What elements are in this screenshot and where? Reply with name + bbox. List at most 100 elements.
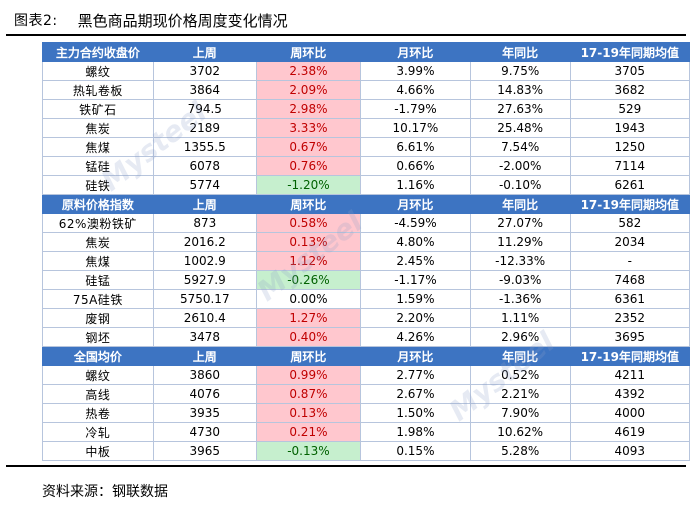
table-row: 焦炭 2016.2 0.13% 4.80% 11.29% 2034: [42, 232, 690, 252]
wow-cell: 2.09%: [255, 80, 362, 100]
section-header-row: 原料价格指数 上周 周环比 月环比 年同比 17-19年同期均值: [42, 194, 690, 214]
table-row: 锰硅 6078 0.76% 0.66% -2.00% 7114: [42, 156, 690, 176]
wow-cell: 0.87%: [255, 384, 362, 404]
row-name-cell: 焦炭: [42, 118, 154, 138]
mom-cell: 1.16%: [360, 175, 471, 195]
row-name-cell: 螺纹: [42, 61, 154, 81]
yoy-cell: 27.07%: [469, 213, 571, 233]
row-name-cell: 热轧卷板: [42, 80, 154, 100]
avg-cell: 3695: [569, 327, 690, 347]
yoy-cell: 2.96%: [469, 327, 571, 347]
avg-cell: -: [569, 251, 690, 271]
last-week-cell: 5774: [152, 175, 257, 195]
avg-cell: 582: [569, 213, 690, 233]
last-week-cell: 2016.2: [152, 232, 257, 252]
column-header: 全国均价: [42, 346, 154, 366]
last-week-cell: 873: [152, 213, 257, 233]
wow-cell: 0.67%: [255, 137, 362, 157]
row-name-cell: 钢坯: [42, 327, 154, 347]
avg-cell: 6361: [569, 289, 690, 309]
avg-cell: 1943: [569, 118, 690, 138]
last-week-cell: 3478: [152, 327, 257, 347]
column-header: 主力合约收盘价: [42, 42, 154, 62]
figure-title: 图表2: 黑色商品期现价格周度变化情况: [6, 6, 686, 34]
mom-cell: 3.99%: [360, 61, 471, 81]
row-name-cell: 铁矿石: [42, 99, 154, 119]
column-header: 17-19年同期均值: [569, 194, 690, 214]
mom-cell: 0.15%: [360, 441, 471, 461]
wow-cell: 2.38%: [255, 61, 362, 81]
yoy-cell: 14.83%: [469, 80, 571, 100]
column-header: 17-19年同期均值: [569, 42, 690, 62]
table-row: 焦煤 1355.5 0.67% 6.61% 7.54% 1250: [42, 137, 690, 157]
row-name-cell: 焦煤: [42, 251, 154, 271]
wow-cell: 0.00%: [255, 289, 362, 309]
avg-cell: 529: [569, 99, 690, 119]
row-name-cell: 冷轧: [42, 422, 154, 442]
column-header: 年同比: [469, 346, 571, 366]
last-week-cell: 5927.9: [152, 270, 257, 290]
bottom-rule: [6, 465, 686, 467]
table-row: 焦炭 2189 3.33% 10.17% 25.48% 1943: [42, 118, 690, 138]
yoy-cell: 1.11%: [469, 308, 571, 328]
wow-cell: 1.12%: [255, 251, 362, 271]
last-week-cell: 2189: [152, 118, 257, 138]
row-name-cell: 热卷: [42, 403, 154, 423]
yoy-cell: -2.00%: [469, 156, 571, 176]
last-week-cell: 3935: [152, 403, 257, 423]
row-name-cell: 高线: [42, 384, 154, 404]
last-week-cell: 3702: [152, 61, 257, 81]
avg-cell: 4392: [569, 384, 690, 404]
avg-cell: 2352: [569, 308, 690, 328]
last-week-cell: 6078: [152, 156, 257, 176]
mom-cell: 2.20%: [360, 308, 471, 328]
table-row: 螺纹 3702 2.38% 3.99% 9.75% 3705: [42, 61, 690, 81]
yoy-cell: 0.52%: [469, 365, 571, 385]
column-header: 17-19年同期均值: [569, 346, 690, 366]
last-week-cell: 5750.17: [152, 289, 257, 309]
mom-cell: 4.66%: [360, 80, 471, 100]
mom-cell: 2.77%: [360, 365, 471, 385]
table-row: 中板 3965 -0.13% 0.15% 5.28% 4093: [42, 441, 690, 461]
mom-cell: 2.45%: [360, 251, 471, 271]
yoy-cell: 2.21%: [469, 384, 571, 404]
column-header: 周环比: [255, 346, 362, 366]
last-week-cell: 794.5: [152, 99, 257, 119]
table-row: 62%澳粉铁矿 873 0.58% -4.59% 27.07% 582: [42, 213, 690, 233]
avg-cell: 2034: [569, 232, 690, 252]
column-header: 月环比: [360, 346, 471, 366]
last-week-cell: 3860: [152, 365, 257, 385]
yoy-cell: -9.03%: [469, 270, 571, 290]
wow-cell: -0.13%: [255, 441, 362, 461]
table-row: 冷轧 4730 0.21% 1.98% 10.62% 4619: [42, 422, 690, 442]
avg-cell: 7468: [569, 270, 690, 290]
row-name-cell: 焦煤: [42, 137, 154, 157]
mom-cell: 4.80%: [360, 232, 471, 252]
mom-cell: -1.17%: [360, 270, 471, 290]
wow-cell: 0.40%: [255, 327, 362, 347]
avg-cell: 1250: [569, 137, 690, 157]
yoy-cell: 5.28%: [469, 441, 571, 461]
avg-cell: 4000: [569, 403, 690, 423]
table-row: 铁矿石 794.5 2.98% -1.79% 27.63% 529: [42, 99, 690, 119]
table-row: 75A硅铁 5750.17 0.00% 1.59% -1.36% 6361: [42, 289, 690, 309]
price-change-table: 主力合约收盘价 上周 周环比 月环比 年同比 17-19年同期均值 螺纹 3702 2.38% 3…: [42, 42, 690, 461]
yoy-cell: 27.63%: [469, 99, 571, 119]
wow-cell: -1.20%: [255, 175, 362, 195]
wow-cell: 3.33%: [255, 118, 362, 138]
mom-cell: 0.66%: [360, 156, 471, 176]
column-header: 年同比: [469, 194, 571, 214]
avg-cell: 3705: [569, 61, 690, 81]
column-header: 上周: [152, 346, 257, 366]
wow-cell: 0.76%: [255, 156, 362, 176]
table-row: 硅锰 5927.9 -0.26% -1.17% -9.03% 7468: [42, 270, 690, 290]
table-row: 焦煤 1002.9 1.12% 2.45% -12.33% -: [42, 251, 690, 271]
column-header: 上周: [152, 42, 257, 62]
yoy-cell: 11.29%: [469, 232, 571, 252]
wow-cell: 0.13%: [255, 232, 362, 252]
avg-cell: 6261: [569, 175, 690, 195]
column-header: 年同比: [469, 42, 571, 62]
mom-cell: 10.17%: [360, 118, 471, 138]
wow-cell: 0.99%: [255, 365, 362, 385]
wow-cell: -0.26%: [255, 270, 362, 290]
